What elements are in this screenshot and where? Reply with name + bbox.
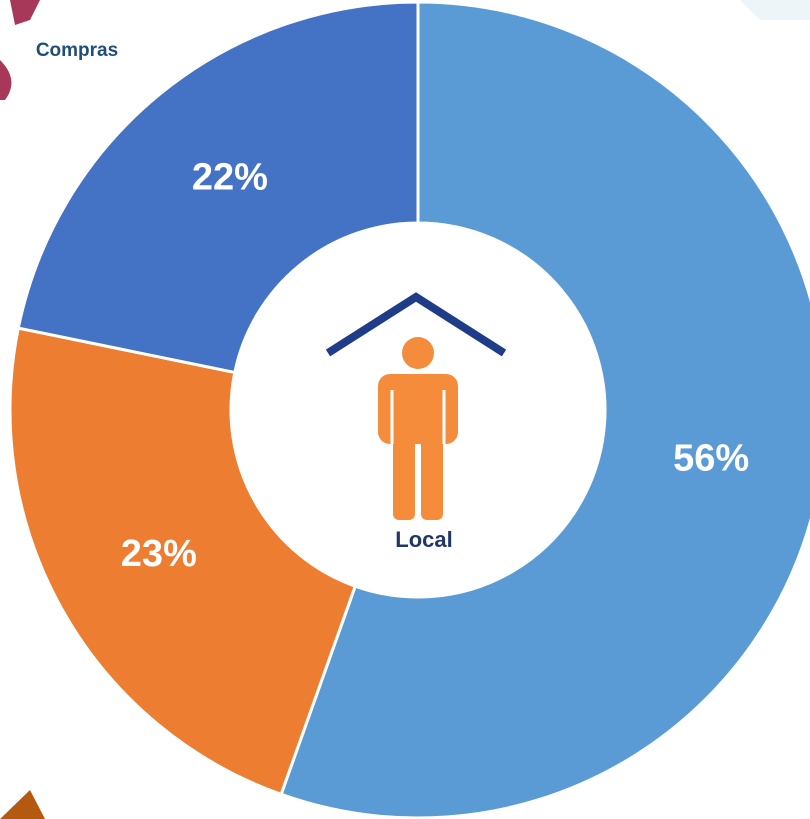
donut-slice (16, 0, 420, 375)
decoration (0, 790, 45, 819)
decoration (0, 60, 12, 100)
decoration (740, 0, 810, 20)
donut-slice (8, 326, 358, 797)
decoration (10, 0, 40, 25)
value-label: 23% (121, 533, 197, 575)
value-label: 22% (192, 157, 268, 199)
donut-slice (279, 0, 810, 819)
header: Compras (36, 40, 118, 61)
roof-icon (325, 292, 507, 357)
value-label: 56% (673, 438, 749, 480)
center-label: Local (395, 527, 452, 552)
person-icon (378, 337, 458, 520)
